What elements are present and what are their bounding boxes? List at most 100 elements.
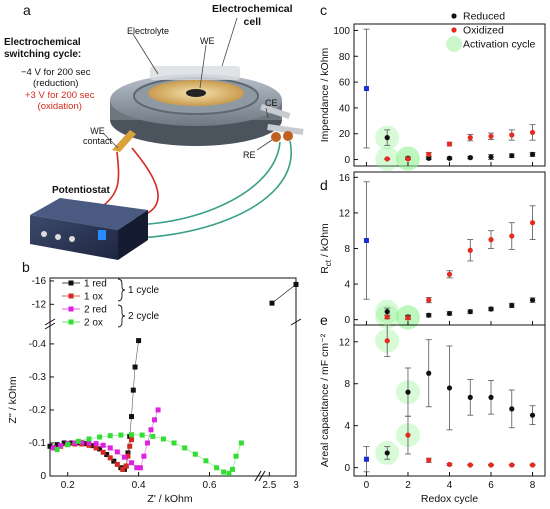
chart-b-ytick-label: -0.3 bbox=[29, 372, 47, 383]
chart-b-point bbox=[86, 440, 92, 446]
chart-e-ytick-label: 0 bbox=[344, 463, 350, 474]
we-contact-line2: contact bbox=[83, 136, 113, 146]
chart-b-point bbox=[68, 440, 74, 446]
chart-b-xbreak bbox=[254, 470, 262, 482]
chart-d-point bbox=[446, 271, 453, 277]
chart-b-point bbox=[51, 445, 57, 451]
chart-c-point bbox=[467, 135, 473, 141]
chart-b-xtick-label: 0.2 bbox=[61, 480, 75, 491]
chart-b-point bbox=[107, 433, 113, 439]
re-label: RE bbox=[243, 150, 256, 160]
chart-c-ylabel: Impendance / kOhm bbox=[319, 47, 331, 142]
chart-c-point bbox=[529, 151, 536, 157]
chart-c-legend-marker bbox=[451, 13, 457, 19]
chart-c-legend-label: Reduced bbox=[463, 11, 505, 23]
chart-d-point bbox=[488, 237, 494, 243]
chart-c-point bbox=[426, 151, 432, 157]
chart-d-point bbox=[426, 312, 432, 318]
chart-b-point bbox=[47, 443, 53, 449]
panel-letter-c: c bbox=[320, 2, 327, 18]
chart-b-brace bbox=[117, 278, 126, 302]
chart-b-point bbox=[150, 433, 156, 439]
chart-c-legend-marker bbox=[451, 27, 457, 33]
chart-b-point bbox=[61, 440, 67, 446]
chart-b-point bbox=[54, 447, 60, 453]
chart-d-point bbox=[426, 297, 432, 303]
chart-b-xbreak bbox=[258, 470, 266, 482]
chart-b-point bbox=[90, 443, 96, 449]
chart-e-point bbox=[384, 450, 390, 456]
chart-c-legend-label: Activation cycle bbox=[463, 39, 536, 51]
chart-e-xtick-label: 0 bbox=[364, 480, 370, 491]
chart-b-legend-label: 2 ox bbox=[84, 318, 103, 329]
chart-c-point bbox=[426, 155, 432, 161]
chart-b-point bbox=[233, 453, 239, 459]
chart-b-point bbox=[160, 436, 166, 442]
chart-e-point bbox=[384, 338, 390, 344]
chart-b-point bbox=[139, 432, 145, 438]
chart-b-point bbox=[100, 449, 106, 455]
cell-title-line1: Electrochemical bbox=[212, 3, 293, 15]
chart-b-point bbox=[65, 442, 71, 448]
chart-d-point bbox=[529, 297, 536, 303]
chart-d-point bbox=[384, 309, 390, 315]
chart-c-point bbox=[488, 133, 494, 139]
chart-e-point bbox=[529, 412, 536, 418]
chart-e-point bbox=[509, 406, 515, 412]
chart-b-point bbox=[182, 445, 188, 451]
chart-b-point bbox=[97, 446, 103, 452]
chart-b-point bbox=[129, 432, 135, 438]
chart-e-point bbox=[529, 462, 536, 468]
chart-d-point bbox=[467, 247, 473, 253]
chart-b-point bbox=[123, 463, 129, 469]
chart-e-point bbox=[405, 389, 411, 395]
chart-b-point bbox=[214, 465, 220, 471]
chart-c-point bbox=[529, 129, 536, 136]
chart-b-point bbox=[120, 466, 126, 472]
chart-b-point bbox=[86, 436, 92, 442]
we-contact-line1: WE bbox=[90, 126, 105, 136]
chart-b-point bbox=[79, 439, 85, 445]
chart-e-ytick-label: 4 bbox=[344, 421, 350, 432]
chart-e-xtick-label: 2 bbox=[405, 480, 411, 491]
chart-b-point bbox=[132, 364, 138, 370]
chart-b-point bbox=[130, 387, 136, 393]
chart-c-ytick-label: 80 bbox=[339, 52, 351, 63]
chart-c-point bbox=[467, 155, 473, 161]
chart-c-ytick-label: 0 bbox=[344, 155, 350, 166]
chart-c-ytick-label: 100 bbox=[333, 26, 350, 37]
chart-e-ylabel: Areal capacitance / mF cm⁻² bbox=[319, 333, 331, 467]
chart-c-point bbox=[446, 141, 453, 147]
chart-d-point bbox=[488, 306, 494, 312]
chart-b-legend-label: 2 red bbox=[84, 305, 107, 316]
chart-c-point bbox=[509, 153, 515, 159]
chart-c-point bbox=[405, 156, 411, 162]
chart-c-legend-marker-glow bbox=[446, 36, 462, 52]
chart-b-ylabel: Z'' / kOhm bbox=[7, 376, 19, 423]
chart-d-point bbox=[509, 233, 515, 239]
oxidation-step: +3 V for 200 sec (oxidation) bbox=[25, 90, 94, 112]
panel-letter-d: d bbox=[320, 177, 328, 193]
chart-b-ybreak bbox=[44, 322, 56, 330]
reduction-step: −4 V for 200 sec (reduction) bbox=[21, 67, 90, 89]
chart-b-point bbox=[192, 451, 198, 457]
chart-c-point bbox=[446, 155, 453, 161]
chart-b-series-line-upper bbox=[271, 284, 297, 304]
schematic-drawing bbox=[30, 17, 304, 260]
potentiostat-label: Potentiostat bbox=[52, 185, 110, 196]
chart-b-point bbox=[148, 427, 154, 433]
oxidation-step-line1: +3 V for 200 sec bbox=[25, 90, 95, 101]
chart-b-point bbox=[127, 443, 133, 449]
chart-e-point bbox=[467, 462, 473, 468]
potentiostat-icon bbox=[30, 198, 148, 260]
chart-b-point bbox=[221, 469, 227, 475]
ce-label: CE bbox=[265, 98, 278, 108]
chart-b-point bbox=[114, 461, 120, 467]
electrochemical-cell-icon bbox=[110, 66, 304, 152]
chart-d-point-initial bbox=[363, 237, 369, 243]
chart-b-point bbox=[293, 281, 299, 287]
switching-cycle-title-line1: Electrochemical bbox=[4, 37, 81, 48]
chart-b-point bbox=[136, 338, 142, 344]
chart-b-point bbox=[269, 300, 275, 306]
